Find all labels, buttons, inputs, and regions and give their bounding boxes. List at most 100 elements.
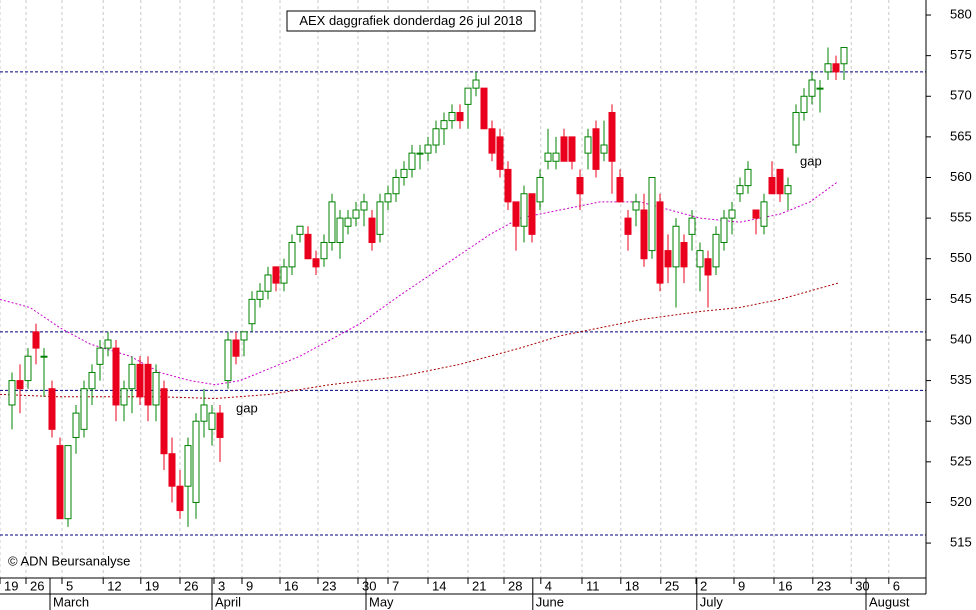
x-tick-label: 16: [778, 578, 792, 593]
candle-body: [200, 404, 208, 422]
candle-body: [288, 241, 296, 268]
y-tick-label: 580: [950, 6, 972, 21]
x-tick-label: 4: [545, 578, 552, 593]
candle-body: [392, 177, 400, 195]
candle-body: [528, 193, 536, 235]
x-tick-label: 16: [284, 578, 298, 593]
candle-body: [168, 453, 176, 487]
candle-body: [704, 258, 712, 276]
y-tick-label: 535: [950, 372, 972, 387]
candle-body: [208, 412, 216, 430]
month-label: June: [536, 594, 564, 609]
candle-body: [376, 201, 384, 235]
moving-average: [0, 181, 839, 386]
plot-layer: [0, 0, 926, 578]
candle-body: [304, 233, 312, 260]
x-tick-label: 25: [665, 578, 679, 593]
candle-body: [728, 209, 736, 219]
candle-body: [560, 136, 568, 162]
candle-body: [640, 209, 648, 260]
candle-body: [368, 217, 376, 243]
credit: © ADN Beursanalyse: [8, 553, 130, 568]
candle-body: [248, 298, 256, 325]
x-tick-label: 21: [472, 578, 486, 593]
candle-body: [320, 241, 328, 260]
candle-body: [128, 363, 136, 390]
candle-body: [120, 388, 128, 406]
candle-body: [448, 112, 456, 122]
candle-body: [480, 87, 488, 130]
candle-body: [192, 420, 200, 503]
x-tick-label: 30: [362, 578, 376, 593]
x-tick-label: 26: [184, 578, 198, 593]
candle-body: [184, 445, 192, 487]
candle-body: [624, 217, 632, 235]
candle-body: [224, 339, 232, 382]
candle-body: [632, 201, 640, 211]
candle-body: [608, 112, 616, 162]
candle-body: [488, 128, 496, 154]
y-tick-label: 545: [950, 291, 972, 306]
moving-average: [0, 282, 839, 400]
x-tick-label: 19: [4, 578, 18, 593]
candle-body: [544, 152, 552, 162]
candle-body: [720, 217, 728, 243]
candle-body: [336, 217, 344, 243]
candle-body: [592, 128, 600, 170]
candle-body: [832, 63, 840, 73]
candle-body: [696, 250, 704, 268]
candle-body: [24, 355, 32, 382]
candle-body: [136, 363, 144, 398]
candle-body: [240, 331, 248, 341]
y-tick-label: 570: [950, 88, 972, 103]
candle-body: [472, 79, 480, 89]
y-tick-label: 530: [950, 413, 972, 428]
candle-body: [8, 380, 16, 406]
x-tick-label: 2: [700, 578, 707, 593]
candle-body: [440, 120, 448, 130]
candle-body: [432, 128, 440, 146]
y-tick-label: 555: [950, 210, 972, 225]
candle-body: [104, 339, 112, 349]
candle-body: [280, 266, 288, 284]
candle-body: [16, 380, 24, 390]
x-tick-label: 18: [625, 578, 639, 593]
candle-body: [80, 388, 88, 430]
candle-body: [56, 445, 64, 520]
candle-body: [360, 201, 368, 211]
candle-body: [536, 177, 544, 203]
x-tick-label: 3: [218, 578, 225, 593]
y-tick-label: 540: [950, 331, 972, 346]
candle-body: [160, 388, 168, 455]
x-tick-label: 9: [738, 578, 745, 593]
candle-body: [784, 185, 792, 195]
y-tick-label: 550: [950, 250, 972, 265]
candle-body: [808, 79, 816, 97]
candle-body: [688, 217, 696, 235]
candle-body: [312, 258, 320, 268]
candle-body: [752, 209, 760, 219]
candle-body: [800, 95, 808, 114]
candle-body: [272, 266, 280, 284]
candle-body: [648, 177, 656, 252]
candle-body: [48, 388, 56, 430]
month-label: April: [215, 594, 241, 609]
candle-body: [712, 233, 720, 268]
month-label: March: [53, 594, 89, 609]
candle-body: [96, 347, 104, 365]
candle-body: [616, 177, 624, 203]
x-tick-label: 30: [855, 578, 869, 593]
x-tick-label: 12: [107, 578, 121, 593]
chart-title: AEX daggrafiek donderdag 26 jul 2018: [299, 13, 522, 28]
candle-body: [264, 274, 272, 292]
month-label: July: [700, 594, 724, 609]
y-tick-label: 525: [950, 453, 972, 468]
x-tick-label: 7: [392, 578, 399, 593]
candle-body: [344, 217, 352, 227]
candle-body: [384, 193, 392, 203]
candle-body: [40, 355, 48, 358]
x-tick-label: 23: [322, 578, 336, 593]
candle-body: [840, 47, 848, 65]
